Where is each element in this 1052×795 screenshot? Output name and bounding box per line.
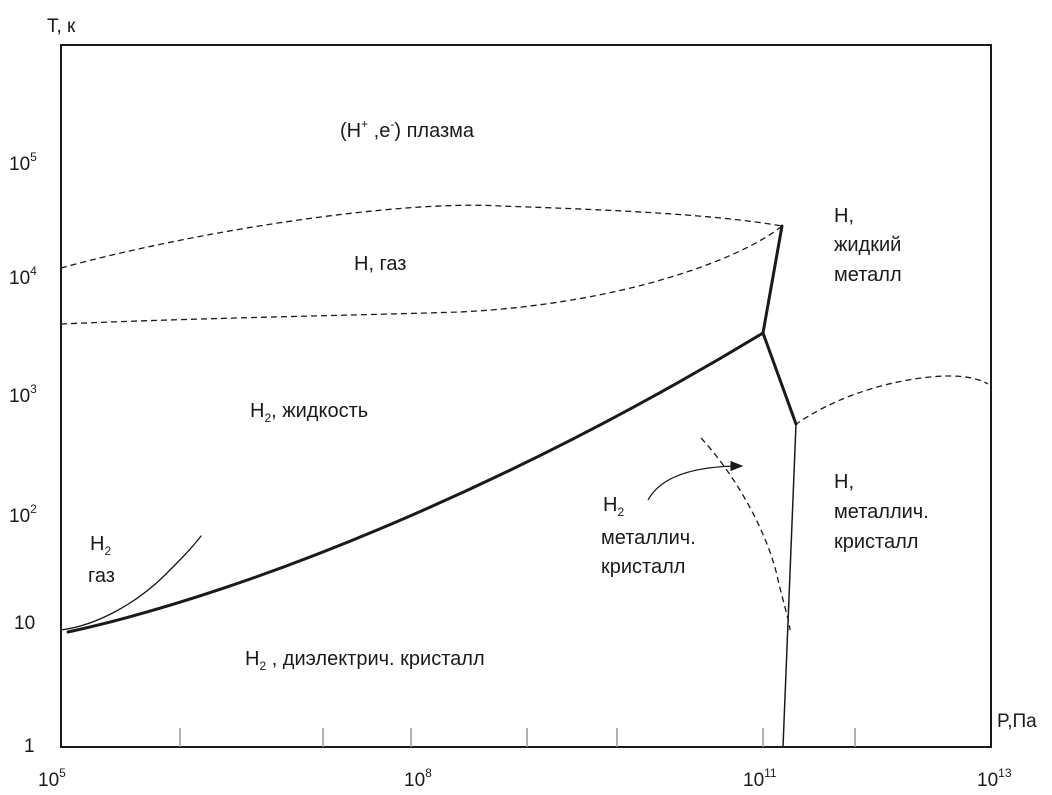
metal-liquid-boundary-lower [761, 331, 798, 426]
metal-liquid-boundary-upper [761, 224, 784, 335]
h2-dielectric-crystal-label: H2 , диэлектрич. кристалл [245, 648, 485, 673]
y-tick-label-1: 1 [24, 736, 35, 757]
h-metallic-crystal-label-line3: кристалл [834, 531, 918, 553]
h-metallic-crystal-label: H, [834, 471, 854, 493]
gas-liquid-boundary [60, 535, 202, 631]
y-tick-label-10: 10 [14, 613, 35, 634]
x-axis-title: P,Па [997, 711, 1037, 732]
h-metallic-crystal-label-line2: металлич. [834, 501, 929, 523]
h-liquid-metal-label-line2: жидкий [834, 234, 901, 256]
h2-metallic-crystal-label: H2 [603, 494, 624, 519]
x-tick-label-1e8: 108 [404, 766, 432, 791]
solid-boundaries [60, 224, 798, 748]
y-tick-label-1e3: 103 [9, 382, 37, 407]
x-axis-minor-ticks [179, 728, 856, 747]
molecular-metallic-boundary [700, 437, 791, 631]
gas-region-upper-boundary [60, 204, 783, 269]
y-axis-title: T, к [47, 16, 76, 37]
y-tick-label-1e5: 105 [9, 150, 37, 175]
metallic-crystal-boundary [782, 423, 797, 748]
h2-metallic-crystal-label-line3: кристалл [601, 556, 685, 578]
h-liquid-metal-label-line3: металл [834, 264, 902, 286]
transition-arrow [647, 460, 744, 501]
gas-region-lower-boundary [60, 225, 783, 325]
h2-gas-label: H2 [90, 533, 111, 558]
h2-liquid-label: H2, жидкость [250, 400, 368, 425]
y-tick-label-1e2: 102 [9, 502, 37, 527]
x-tick-label-1e5: 105 [38, 766, 66, 791]
y-tick-label-1e4: 104 [9, 264, 37, 289]
metallic-crystal-upper-boundary [794, 375, 989, 426]
melting-curve [66, 331, 765, 634]
x-tick-label-1e11: 1011 [743, 766, 777, 791]
x-tick-label-1e13: 1013 [977, 766, 1012, 791]
dashed-boundaries [60, 204, 989, 631]
plasma-label: (H+ ,e-) плазма [340, 117, 475, 142]
h2-gas-label-line2: газ [88, 565, 115, 587]
plot-frame [60, 44, 992, 748]
h-gas-label: H, газ [354, 253, 406, 275]
h2-metallic-crystal-label-line2: металлич. [601, 527, 696, 549]
h-liquid-metal-label: H, [834, 205, 854, 227]
